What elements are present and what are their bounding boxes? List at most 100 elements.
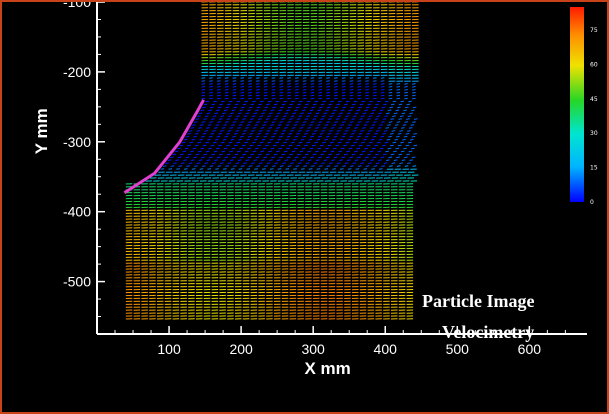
vector-arrow — [228, 115, 232, 117]
vector-arrow — [359, 153, 364, 156]
vector-arrow — [412, 94, 416, 97]
vector-arrow — [347, 112, 351, 115]
vector-arrow — [232, 77, 237, 79]
vector-arrow — [334, 106, 339, 109]
vector-arrow — [382, 118, 387, 120]
vector-arrow — [357, 80, 362, 82]
vector-arrow — [388, 156, 393, 159]
vector-arrow — [363, 124, 368, 126]
vector-arrow — [286, 109, 290, 112]
vector-arrow — [413, 118, 418, 120]
vector-arrow — [231, 124, 235, 126]
vector-arrow — [243, 162, 247, 164]
vector-arrow — [270, 147, 275, 150]
vector-arrow — [216, 135, 221, 138]
vector-arrow — [223, 147, 228, 150]
vector-arrow — [289, 153, 293, 156]
vector-arrow — [208, 109, 212, 112]
vector-arrow — [199, 168, 204, 170]
vector-arrow — [380, 83, 385, 85]
vector-arrow — [226, 144, 230, 147]
vector-arrow — [369, 127, 374, 129]
vector-arrow — [217, 80, 221, 82]
vector-arrow — [209, 94, 213, 97]
vector-arrow — [220, 141, 225, 144]
vector-arrow — [201, 121, 206, 123]
vector-arrow — [246, 138, 250, 141]
vector-arrow — [170, 165, 175, 167]
vector-arrow — [346, 150, 350, 153]
vector-arrow — [396, 135, 400, 138]
vector-arrow — [247, 109, 251, 112]
vector-arrow — [384, 115, 388, 117]
vector-arrow — [352, 130, 357, 132]
vector-arrow — [256, 94, 260, 97]
vector-arrow — [402, 138, 406, 141]
vector-arrow — [387, 124, 391, 126]
vector-arrow — [265, 144, 269, 147]
vector-arrow — [334, 83, 338, 85]
vector-arrow — [239, 147, 244, 150]
vector-arrow — [284, 112, 289, 115]
vector-arrow — [217, 91, 221, 94]
vector-arrow — [349, 89, 354, 91]
vector-arrow — [361, 150, 366, 153]
vector-arrow — [250, 153, 254, 156]
vector-arrow — [177, 156, 182, 159]
vector-arrow — [271, 77, 276, 79]
vector-arrow — [322, 100, 327, 103]
vector-arrow — [313, 130, 318, 132]
vector-arrow — [396, 86, 401, 88]
vector-arrow — [248, 121, 253, 123]
vector-arrow — [300, 138, 305, 141]
vector-arrow — [250, 118, 254, 120]
vector-arrow — [363, 168, 368, 170]
vector-arrow — [384, 141, 389, 144]
vector-arrow — [269, 159, 273, 161]
vector-arrow — [357, 135, 361, 138]
vector-arrow — [357, 77, 362, 79]
vector-arrow — [199, 138, 203, 141]
vector-arrow — [310, 77, 315, 79]
vector-arrow — [206, 112, 211, 115]
vector-arrow — [341, 94, 346, 97]
vector-arrow — [277, 124, 282, 126]
vector-arrow — [203, 153, 208, 156]
vector-arrow — [373, 94, 377, 97]
vector-arrow — [300, 112, 304, 115]
vector-arrow — [200, 147, 205, 150]
vector-arrow — [294, 109, 298, 112]
vector-arrow — [324, 138, 328, 141]
vector-arrow — [209, 106, 214, 109]
vector-arrow — [358, 133, 363, 135]
vector-arrow — [191, 159, 195, 161]
vector-arrow — [301, 147, 306, 150]
vector-arrow — [391, 162, 396, 164]
vector-arrow — [357, 94, 362, 97]
vector-arrow — [209, 97, 213, 100]
x-tick-label: 300 — [301, 341, 325, 357]
vector-arrow — [214, 138, 219, 141]
vector-arrow — [388, 91, 393, 94]
vector-arrow — [295, 165, 300, 167]
vector-arrow — [380, 94, 385, 97]
vector-arrow — [349, 97, 354, 100]
vector-arrow — [263, 89, 268, 91]
vector-arrow — [227, 162, 232, 164]
vector-arrow — [404, 86, 408, 88]
vector-arrow — [331, 159, 336, 161]
vector-arrow — [330, 100, 334, 103]
vector-arrow — [388, 121, 393, 123]
vector-arrow — [226, 133, 230, 135]
vector-arrow — [373, 77, 377, 79]
vector-arrow — [354, 150, 358, 153]
vector-arrow — [343, 144, 347, 147]
vector-arrow — [371, 124, 376, 126]
vector-arrow — [351, 144, 355, 147]
vector-arrow — [408, 150, 413, 153]
vector-arrow — [279, 80, 284, 82]
vector-arrow — [368, 115, 373, 117]
vector-arrow — [242, 153, 247, 156]
vector-arrow — [327, 133, 332, 135]
vector-arrow — [287, 94, 291, 97]
